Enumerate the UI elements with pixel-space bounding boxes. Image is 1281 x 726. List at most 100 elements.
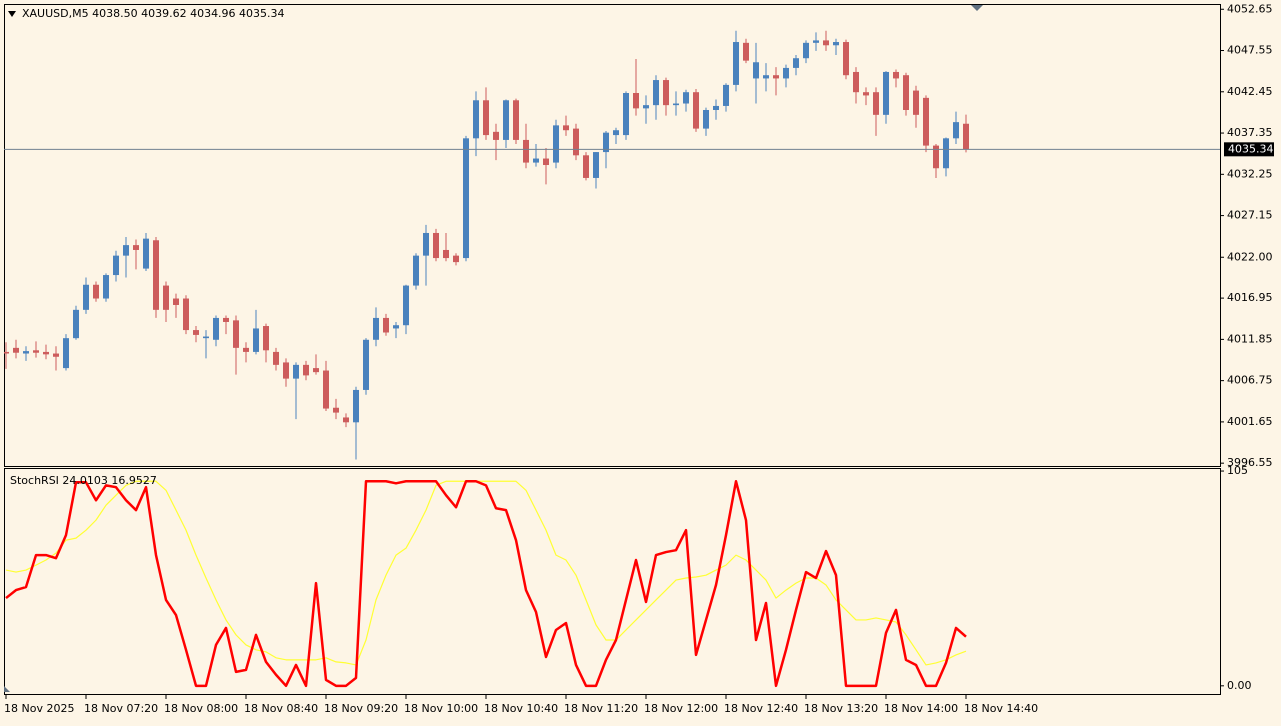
candle-body — [633, 93, 639, 109]
candle-body — [123, 245, 129, 256]
candle-body — [383, 317, 389, 333]
candle-body — [733, 42, 739, 85]
menu-arrow[interactable] — [8, 11, 16, 17]
candle-body — [93, 284, 99, 299]
candle-body — [73, 309, 79, 339]
candle-body — [523, 139, 529, 163]
candle-body — [713, 105, 719, 110]
y-tick-label: 0.00 — [1227, 679, 1252, 692]
price-pane — [4, 4, 1221, 467]
candle-body — [683, 92, 689, 104]
candle-body — [343, 417, 349, 423]
candle-body — [363, 339, 369, 390]
x-tick-label: 18 Nov 08:40 — [244, 702, 318, 715]
candle-body — [833, 42, 839, 46]
candle-body — [533, 158, 539, 163]
y-tick-label: 3996.55 — [1227, 456, 1273, 469]
x-tick-label: 18 Nov 2025 — [4, 702, 74, 715]
candle-body — [553, 125, 559, 163]
x-tick-label: 18 Nov 12:00 — [644, 702, 718, 715]
candle-body — [203, 336, 209, 339]
candle-body — [293, 364, 299, 379]
candle-body — [843, 42, 849, 76]
candle-body — [63, 338, 69, 369]
chart-title: XAUUSD,M5 4038.50 4039.62 4034.96 4035.3… — [22, 7, 285, 20]
candle-body — [923, 97, 929, 146]
candle-body — [783, 67, 789, 79]
indicator-line — [5, 480, 967, 688]
y-tick-label: 4006.75 — [1227, 374, 1273, 387]
candle-body — [43, 351, 49, 355]
candle-body — [463, 138, 469, 259]
axes: 4052.65 4047.55 4042.45 4037.35 4032.25 4027.… — [4, 2, 1274, 715]
indicator-line — [5, 480, 967, 666]
candle-body — [543, 158, 549, 166]
candle-body — [373, 317, 379, 340]
price-plot — [4, 30, 1220, 460]
candle-body — [153, 240, 159, 310]
x-tick-label: 18 Nov 09:20 — [324, 702, 398, 715]
candle-body — [183, 298, 189, 331]
shift-marker — [971, 5, 983, 11]
candle-body — [313, 368, 319, 373]
y-tick-label: 4037.35 — [1227, 126, 1273, 139]
candle-body — [453, 255, 459, 263]
candle-body — [813, 40, 819, 43]
x-tick-label: 18 Nov 08:00 — [164, 702, 238, 715]
candle-body — [4, 351, 9, 354]
x-tick-label: 18 Nov 11:20 — [564, 702, 638, 715]
candle-body — [143, 238, 149, 269]
candle-body — [943, 138, 949, 169]
x-tick-label: 18 Nov 07:20 — [84, 702, 158, 715]
y-tick-label: 4011.85 — [1227, 332, 1273, 345]
y-tick-label: 4022.00 — [1227, 250, 1273, 263]
x-tick-label: 18 Nov 10:00 — [404, 702, 478, 715]
candle-body — [613, 130, 619, 136]
candle-body — [803, 42, 809, 59]
candle-body — [673, 103, 679, 106]
candle-body — [493, 131, 499, 140]
candle-body — [793, 58, 799, 68]
candle-body — [773, 75, 779, 79]
candle-body — [213, 317, 219, 340]
candle-body — [953, 122, 959, 139]
candle-body — [33, 350, 39, 353]
candle-body — [513, 100, 519, 140]
candle-body — [693, 92, 699, 129]
candle-body — [53, 353, 59, 357]
candle-body — [653, 80, 659, 106]
candle-body — [893, 71, 899, 79]
candle-body — [703, 109, 709, 129]
candle-body — [963, 123, 969, 150]
candle-body — [403, 285, 409, 326]
candle-body — [603, 132, 609, 153]
candle-body — [173, 298, 179, 305]
candle-body — [873, 92, 879, 115]
candle-body — [83, 284, 89, 310]
candle-body — [743, 42, 749, 61]
y-tick-label: 4016.95 — [1227, 291, 1273, 304]
candle-body — [723, 84, 729, 106]
corner-marker — [4, 686, 10, 692]
candle-body — [663, 80, 669, 106]
candle-body — [413, 255, 419, 286]
current-price-box — [1224, 142, 1274, 157]
candle-body — [583, 155, 589, 178]
candle-body — [473, 100, 479, 139]
candle-body — [483, 100, 489, 136]
x-tick-label: 18 Nov 14:00 — [884, 702, 958, 715]
candle-body — [23, 351, 29, 354]
y-tick-label: 4027.15 — [1227, 209, 1273, 222]
current-price-label: 4035.34 — [1228, 142, 1274, 155]
y-tick-label: 4042.45 — [1227, 85, 1273, 98]
y-tick-label: 105 — [1227, 464, 1248, 477]
candle-body — [433, 232, 439, 259]
x-tick-label: 18 Nov 14:40 — [964, 702, 1038, 715]
y-tick-label: 4047.55 — [1227, 44, 1273, 57]
candle-body — [103, 275, 109, 299]
candle-body — [593, 152, 599, 178]
candle-body — [13, 347, 19, 353]
